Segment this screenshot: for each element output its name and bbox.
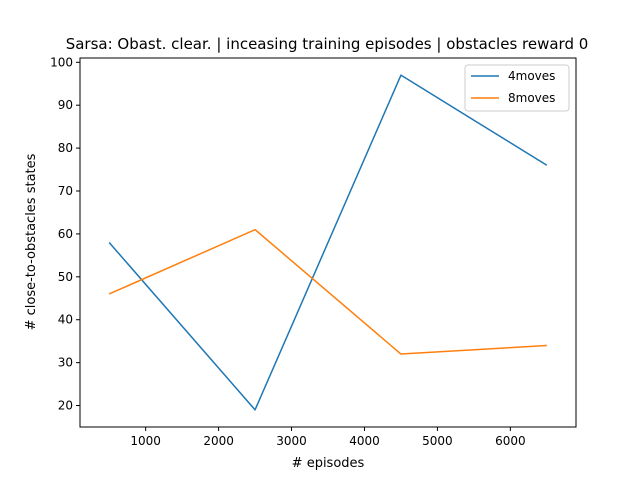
y-tick-label: 30 xyxy=(58,356,73,370)
x-tick-label: 5000 xyxy=(422,434,453,448)
y-axis-ticks: 20 30 40 50 60 70 80 90 100 xyxy=(50,55,80,413)
x-tick-label: 2000 xyxy=(203,434,234,448)
series-line-4moves xyxy=(108,74,548,411)
chart-title: Sarsa: Obast. clear. | inceasing trainin… xyxy=(66,35,589,53)
x-axis-label: # episodes xyxy=(292,456,365,471)
x-tick-label: 6000 xyxy=(495,434,526,448)
y-tick-label: 100 xyxy=(50,55,73,69)
plot-lines xyxy=(108,74,548,411)
y-tick-label: 20 xyxy=(58,399,73,413)
x-tick-label: 3000 xyxy=(276,434,307,448)
x-tick-label: 4000 xyxy=(349,434,380,448)
y-tick-label: 40 xyxy=(58,313,73,327)
y-tick-label: 70 xyxy=(58,184,73,198)
series-line-8moves xyxy=(108,228,547,355)
y-axis-label: # close-to-obstacles states xyxy=(24,153,39,330)
y-tick-label: 50 xyxy=(58,270,73,284)
legend-label-4moves: 4moves xyxy=(508,69,555,83)
y-tick-label: 60 xyxy=(58,227,73,241)
y-tick-label: 80 xyxy=(58,141,73,155)
legend-label-8moves: 8moves xyxy=(508,91,555,105)
x-axis-ticks: 1000 2000 3000 4000 5000 6000 xyxy=(130,427,526,448)
y-tick-label: 90 xyxy=(58,98,73,112)
plot-frame xyxy=(79,57,577,428)
legend: 4moves 8moves xyxy=(464,64,570,112)
x-tick-label: 1000 xyxy=(130,434,161,448)
